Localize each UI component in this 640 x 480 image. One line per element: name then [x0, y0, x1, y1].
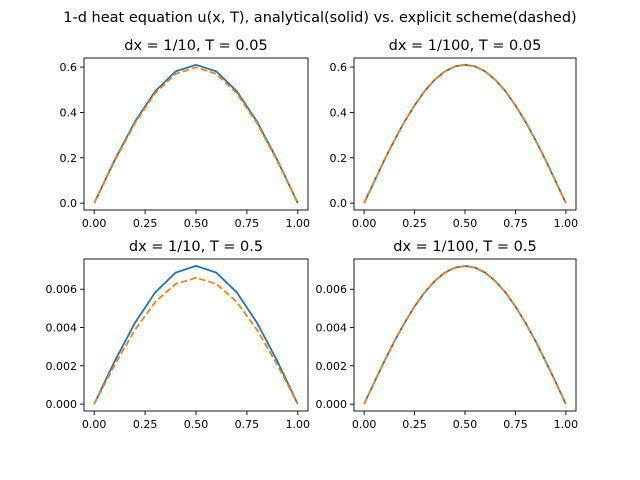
- subplot-3-ytick-label: 0.006: [46, 283, 78, 296]
- subplot-4-ytick-label: 0.002: [316, 360, 348, 373]
- subplot-1-ytick-label: 0.6: [60, 61, 78, 74]
- subplot-2-title: dx = 1/100, T = 0.05: [389, 38, 542, 54]
- subplot-2-ytick-label: 0.6: [330, 61, 348, 74]
- subplot-4-xtick-label: 0.00: [352, 418, 377, 431]
- subplot-2-ytick-label: 0.4: [330, 106, 348, 119]
- subplot-1-xtick-label: 0.75: [235, 217, 260, 230]
- subplot-3-explicit-line: [93, 276, 299, 405]
- subplot-4-ytick-label: 0.004: [316, 322, 348, 335]
- subplot-1-ytick-label: 0.4: [60, 106, 78, 119]
- subplot-1-title: dx = 1/10, T = 0.05: [124, 38, 267, 54]
- subplot-4-xtick-label: 0.75: [503, 418, 528, 431]
- subplot-4-explicit-line: [363, 265, 567, 405]
- subplot-4-ytick-label: 0.000: [316, 398, 348, 411]
- subplot-4-xtick-label: 0.25: [402, 418, 427, 431]
- subplot-2: dx = 1/100, T = 0.05 0.00 0.25 0.50 0.75 1.00…: [330, 38, 579, 230]
- subplot-3-ytick-label: 0.002: [46, 360, 78, 373]
- subplot-1-xtick-label: 0.00: [82, 217, 107, 230]
- subplot-2-ytick-label: 0.0: [330, 197, 348, 210]
- subplot-2-xtick-label: 0.75: [503, 217, 528, 230]
- subplot-grid: dx = 1/10, T = 0.05 0.00 0.25 0.50 0.75 1.00 0…: [46, 38, 579, 431]
- subplot-3-analytical-line: [93, 264, 299, 405]
- subplot-2-xtick-label: 0.25: [402, 217, 427, 230]
- subplot-2-ytick-label: 0.2: [330, 152, 348, 165]
- subplot-2-explicit-line: [363, 63, 567, 204]
- subplot-3: dx = 1/10, T = 0.5 0.00 0.25 0.50 0.75 1.00 0.…: [46, 239, 311, 431]
- figure-suptitle: 1-d heat equation u(x, T), analytical(so…: [63, 10, 576, 26]
- subplot-4-xtick-label: 1.00: [554, 418, 579, 431]
- subplot-3-ytick-label: 0.004: [46, 322, 78, 335]
- subplot-1: dx = 1/10, T = 0.05 0.00 0.25 0.50 0.75 1.00 0…: [60, 38, 311, 230]
- subplot-4-xtick-label: 0.50: [453, 418, 478, 431]
- subplot-4-ytick-label: 0.006: [316, 283, 348, 296]
- subplot-3-xtick-label: 0.50: [184, 418, 209, 431]
- subplot-4: dx = 1/100, T = 0.5 0.00 0.25 0.50 0.75 1.00 0…: [316, 239, 579, 431]
- subplot-3-xtick-label: 1.00: [286, 418, 311, 431]
- subplot-3-xtick-label: 0.75: [235, 418, 260, 431]
- subplot-1-plot-area: [93, 63, 299, 204]
- subplot-3-xtick-label: 0.00: [82, 418, 107, 431]
- subplot-2-xtick-label: 0.50: [453, 217, 478, 230]
- subplot-1-ytick-label: 0.2: [60, 152, 78, 165]
- subplot-2-xtick-label: 0.00: [352, 217, 377, 230]
- subplot-2-xtick-label: 1.00: [554, 217, 579, 230]
- subplot-1-explicit-line: [93, 66, 299, 204]
- subplot-4-plot-area: [363, 264, 567, 405]
- subplot-3-ytick-label: 0.000: [46, 398, 78, 411]
- subplot-1-ytick-label: 0.0: [60, 197, 78, 210]
- subplot-4-title: dx = 1/100, T = 0.5: [393, 239, 536, 255]
- subplot-1-xtick-label: 0.50: [184, 217, 209, 230]
- subplot-2-plot-area: [363, 63, 567, 204]
- subplot-3-plot-area: [93, 264, 299, 405]
- subplot-3-xtick-label: 0.25: [133, 418, 158, 431]
- subplot-1-xtick-label: 0.25: [133, 217, 158, 230]
- subplot-3-title: dx = 1/10, T = 0.5: [129, 239, 263, 255]
- subplot-1-xtick-label: 1.00: [286, 217, 311, 230]
